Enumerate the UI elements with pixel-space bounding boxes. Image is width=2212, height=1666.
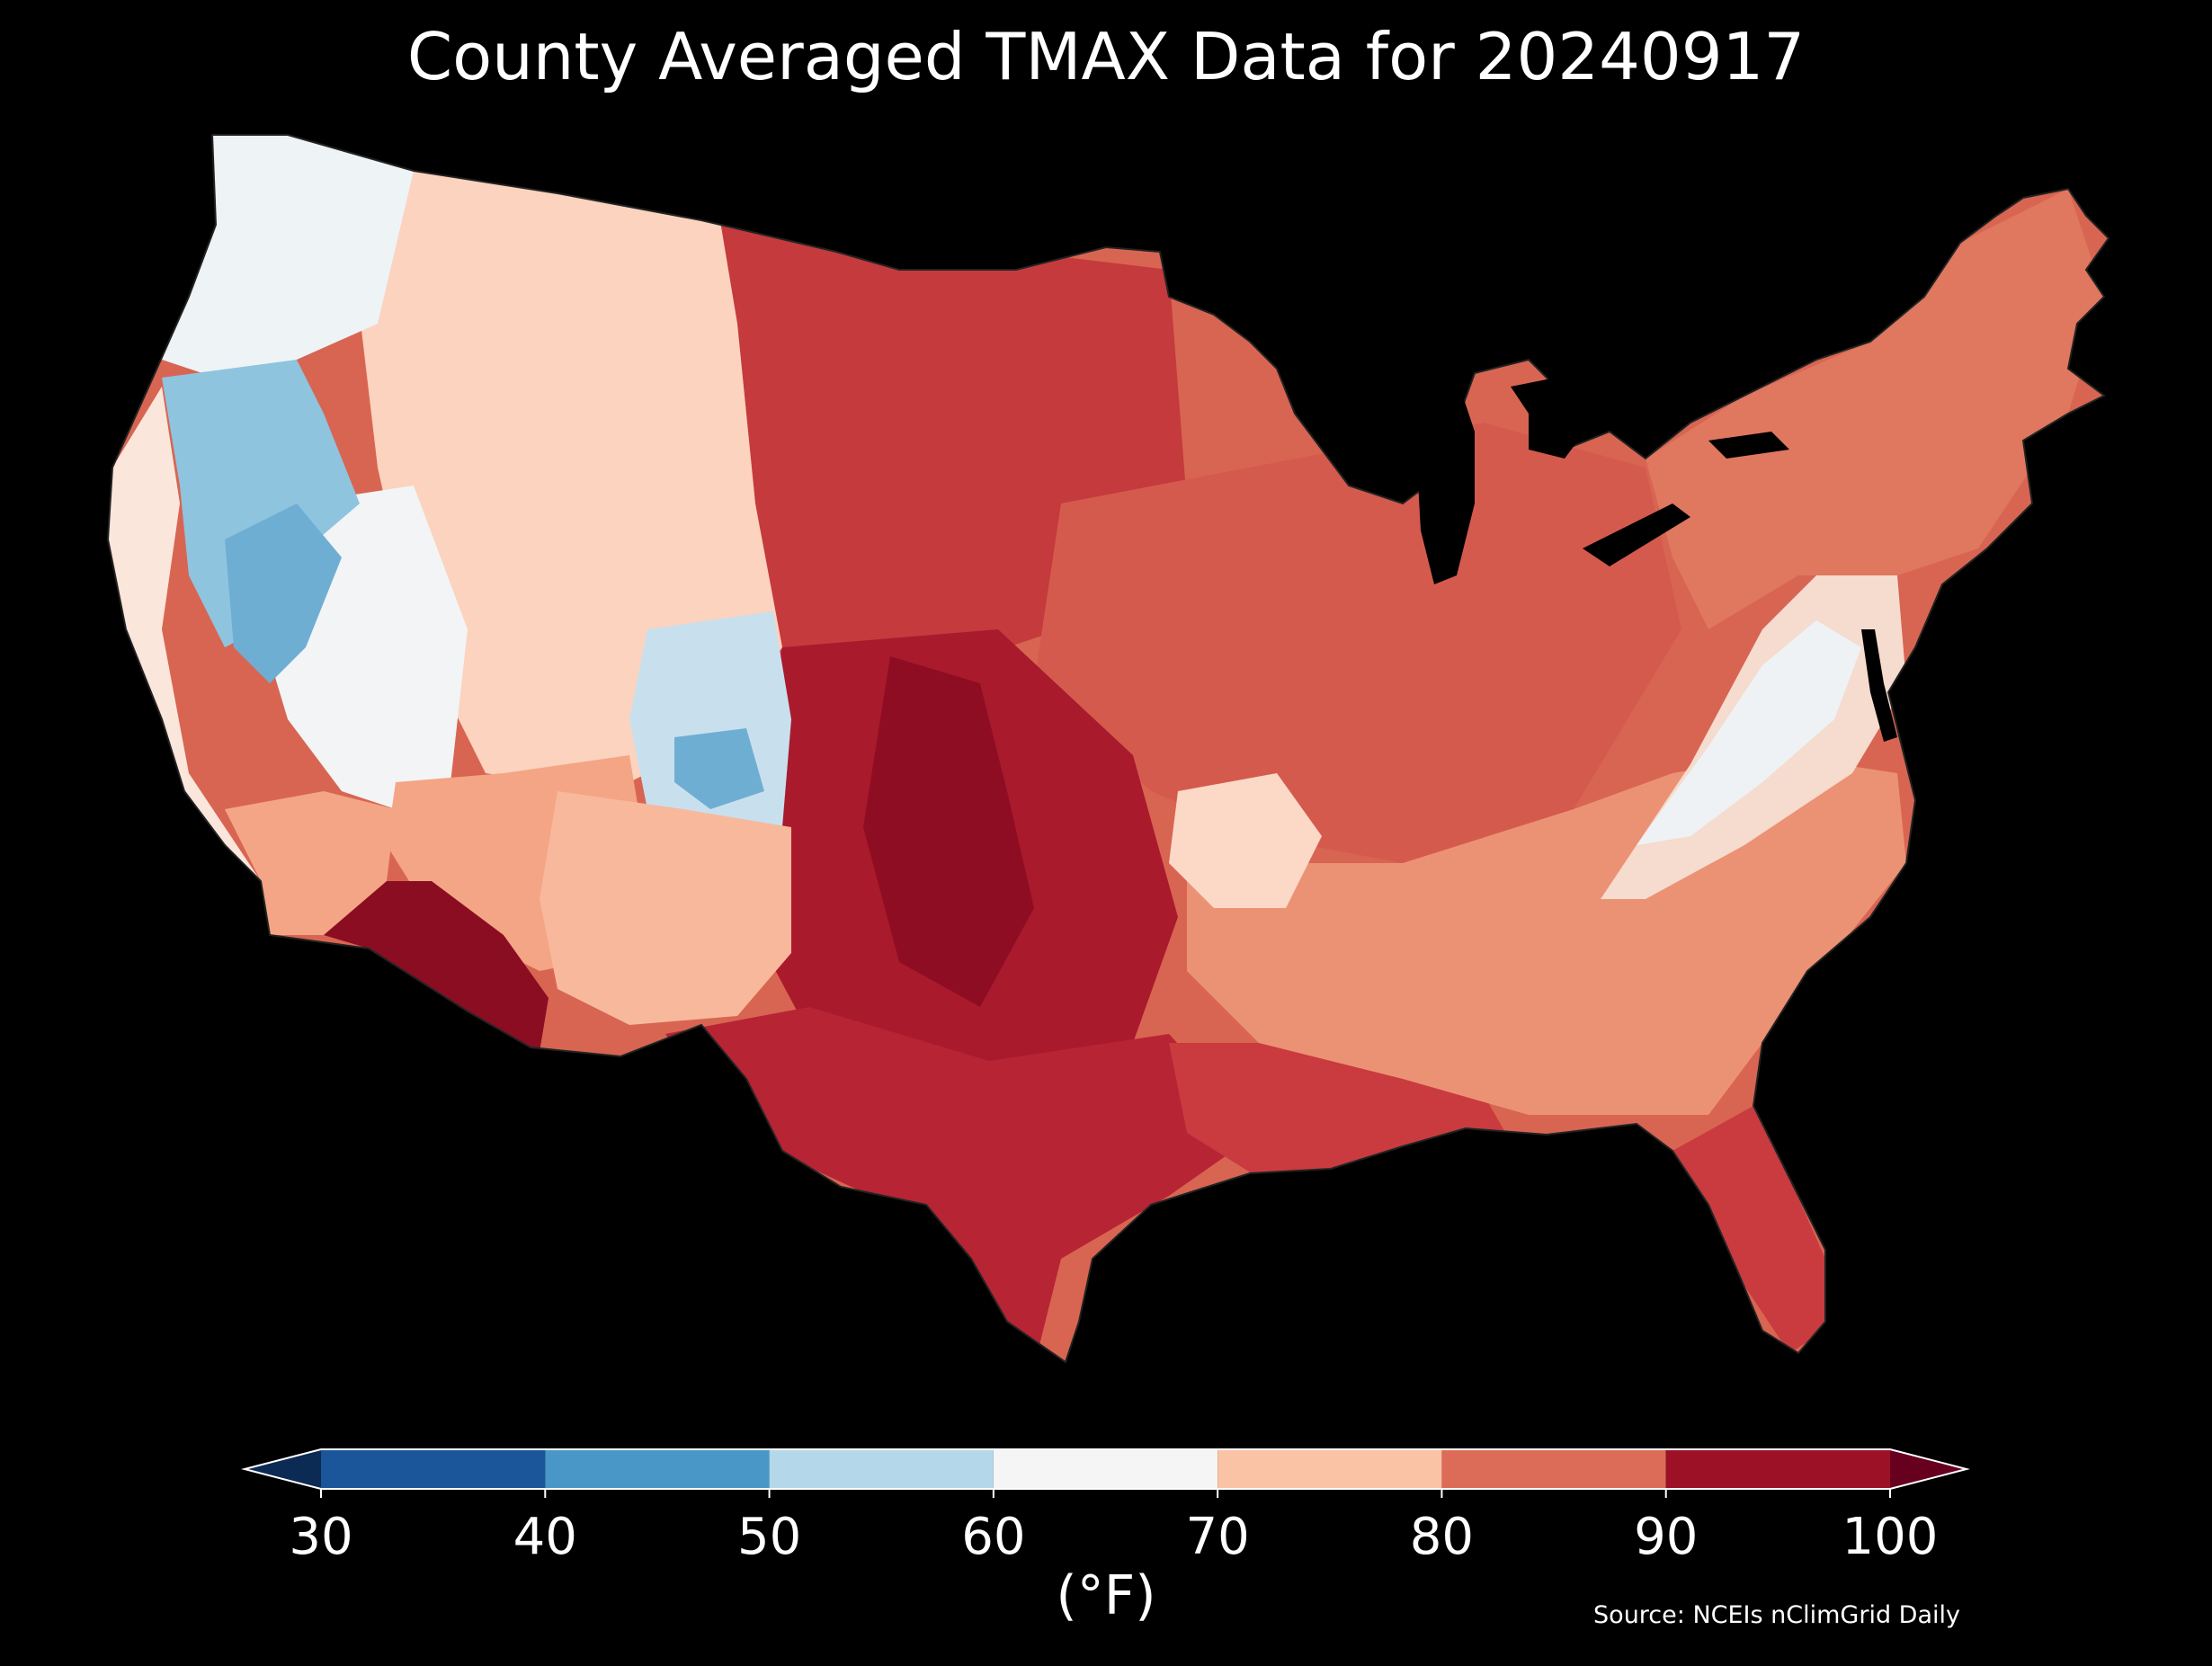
lake-erie [1583, 503, 1690, 566]
lake-ontario [1708, 432, 1789, 459]
colorbar-tick-label: 30 [289, 1508, 352, 1566]
colorbar-bin-5 [1441, 1449, 1666, 1489]
region-california-coast [108, 387, 270, 935]
chesapeake-bay [1861, 629, 1897, 742]
region-texas-gulf [665, 1007, 1259, 1362]
colorbar-tick-label: 90 [1634, 1508, 1698, 1566]
us-county-map [108, 135, 2109, 1362]
region-ozarks [1169, 773, 1322, 908]
lake-huron [1511, 378, 1592, 459]
region-northeast [1646, 189, 2104, 629]
colorbar-bin-6 [1665, 1449, 1890, 1489]
colorbar-tick-label: 40 [513, 1508, 577, 1566]
colorbar-tick-label: 70 [1186, 1508, 1250, 1566]
lake-superior [1259, 279, 1439, 351]
region-socal [225, 791, 396, 935]
colorbar-bin-4 [1217, 1449, 1442, 1489]
region-florida [1672, 1106, 1825, 1353]
lake-michigan [1416, 378, 1475, 584]
colorbar-tick-label: 100 [1842, 1508, 1939, 1566]
region-desert-southwest [324, 881, 549, 1052]
region-texas-core [863, 656, 1034, 1007]
colorbar: 30 40 50 60 70 80 90 100 [241, 1448, 1970, 1566]
region-sierra-nevada [225, 503, 342, 683]
colorbar-bin-0 [321, 1449, 546, 1489]
map-title: County Averaged TMAX Data for 20240917 [406, 19, 1806, 94]
colorbar-bin-3 [993, 1449, 1218, 1489]
colorbar-tick-label: 50 [737, 1508, 801, 1566]
us-outline [106, 134, 2110, 1364]
colorbar-bin-2 [769, 1449, 994, 1489]
colorbar-bin-1 [545, 1449, 770, 1489]
region-northern-california-interior [162, 360, 360, 647]
region-colorado-core [674, 728, 764, 809]
great-lakes [1259, 279, 1789, 584]
colorbar-tick-label: 80 [1410, 1508, 1474, 1566]
region-pacific-northwest [162, 135, 414, 378]
region-new-mexico [540, 791, 791, 1025]
colorbar-unit-label: (°F) [1056, 1564, 1156, 1627]
source-credit: Source: NCEIs nClimGrid Daily [1593, 1601, 1960, 1629]
region-midwest [1034, 423, 1681, 863]
colorbar-under-arrow [245, 1449, 321, 1489]
region-appalachians-core [1637, 620, 1861, 845]
colorbar-over-arrow [1890, 1449, 1967, 1489]
colorbar-tick-label: 60 [961, 1508, 1025, 1566]
